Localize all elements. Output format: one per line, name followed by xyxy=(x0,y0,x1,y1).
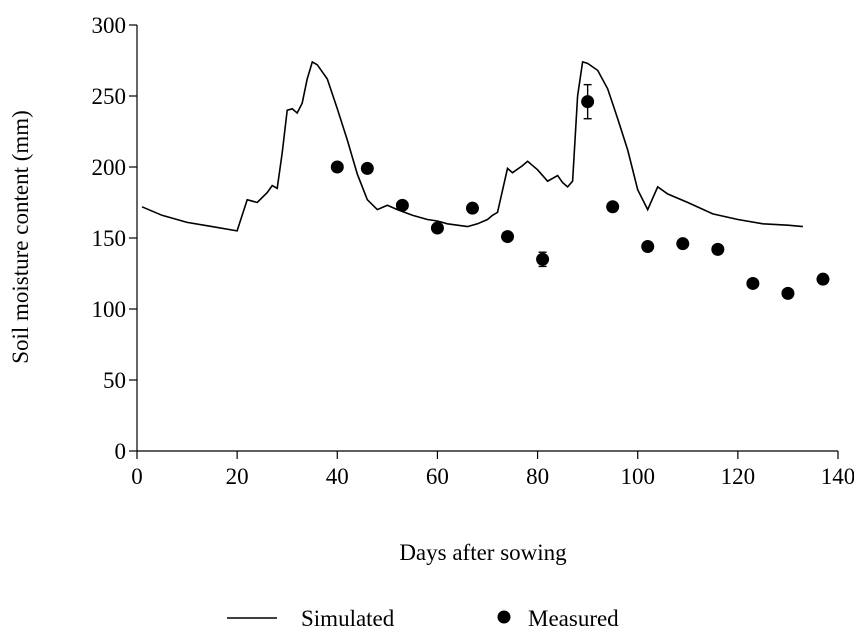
measured-point xyxy=(606,200,620,214)
y-tick-label: 100 xyxy=(92,297,127,322)
series-line-simulated xyxy=(141,60,803,232)
measured-point xyxy=(360,161,374,175)
measured-point xyxy=(465,201,479,215)
y-tick-label: 300 xyxy=(92,13,127,38)
measured-point xyxy=(430,221,444,235)
measured-point xyxy=(781,286,795,300)
legend-label-simulated: Simulated xyxy=(301,606,395,631)
measured-point xyxy=(676,237,690,251)
series-markers-measured xyxy=(330,83,830,300)
measured-point xyxy=(816,272,830,286)
x-axis-label: Days after sowing xyxy=(399,540,567,565)
x-ticks: 0 20 40 60 80 100 120 140 xyxy=(131,451,854,489)
x-tick-label: 100 xyxy=(620,464,655,489)
x-tick-label: 120 xyxy=(721,464,756,489)
measured-point xyxy=(641,240,655,254)
x-tick-label: 140 xyxy=(821,464,854,489)
measured-point xyxy=(536,252,550,266)
y-tick-label: 150 xyxy=(92,226,127,251)
y-tick-label: 200 xyxy=(92,155,127,180)
legend-marker-swatch xyxy=(497,610,511,624)
x-tick-label: 20 xyxy=(226,464,249,489)
x-tick-label: 80 xyxy=(526,464,549,489)
legend: Simulated Measured xyxy=(227,606,619,631)
measured-point xyxy=(746,276,760,290)
x-tick-label: 60 xyxy=(426,464,449,489)
measured-point xyxy=(330,160,344,174)
x-tick-label: 0 xyxy=(131,464,143,489)
y-tick-label: 50 xyxy=(103,368,126,393)
y-axis-label: Soil moisture content (mm) xyxy=(8,110,33,364)
y-ticks: 0 50 100 150 200 250 300 xyxy=(92,13,137,464)
axes xyxy=(136,25,838,452)
legend-label-measured: Measured xyxy=(528,606,619,631)
y-tick-label: 250 xyxy=(92,84,127,109)
measured-point xyxy=(711,242,725,256)
x-tick-label: 40 xyxy=(326,464,349,489)
measured-point xyxy=(581,95,595,109)
y-tick-label: 0 xyxy=(115,439,127,464)
measured-point xyxy=(395,198,409,212)
measured-point xyxy=(501,230,515,244)
